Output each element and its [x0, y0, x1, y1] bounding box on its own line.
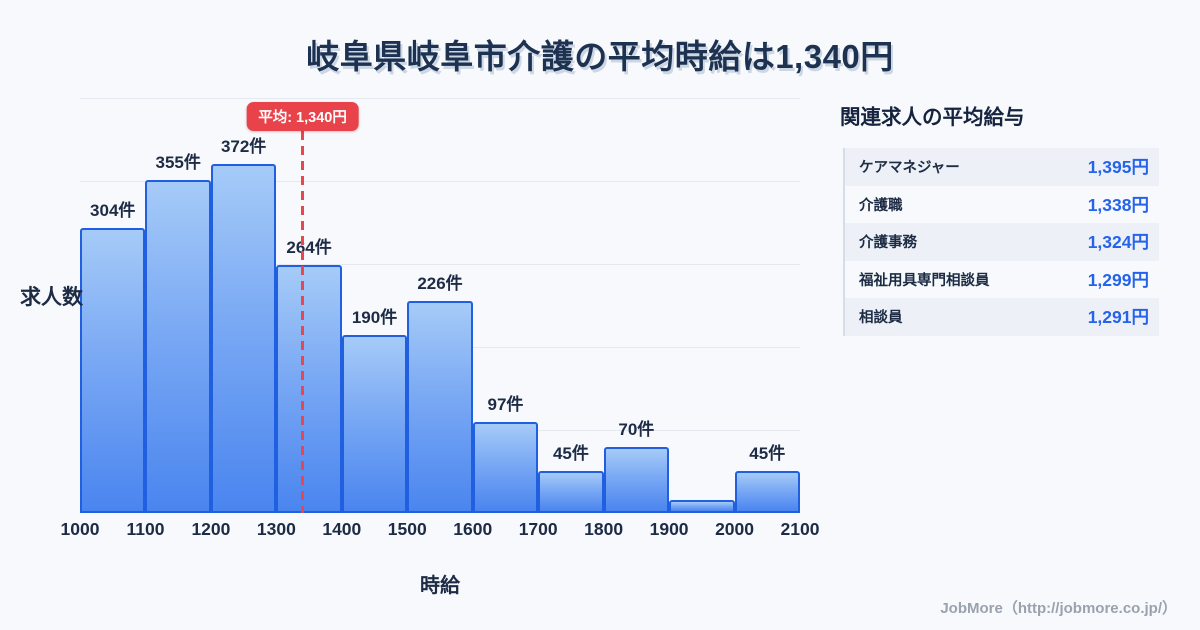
related-job-wage: 1,291円: [1087, 307, 1149, 328]
average-badge: 平均: 1,340円: [246, 102, 359, 131]
related-job-row: 介護事務 1,324円: [845, 223, 1159, 261]
x-tick-label: 1700: [518, 519, 558, 539]
x-tick-label: 1300: [256, 519, 296, 539]
related-job-wage: 1,338円: [1087, 194, 1149, 215]
histogram-bar: [276, 265, 342, 513]
x-tick-label: 1400: [322, 519, 362, 539]
histogram-bar: [669, 499, 735, 513]
histogram-bar: [734, 470, 800, 513]
related-job-name: ケアマネジャー: [859, 160, 960, 177]
bar-value-label: 355件: [155, 152, 201, 172]
x-tick-label: 1200: [191, 519, 231, 539]
histogram-bar: [407, 300, 473, 513]
related-jobs-table: ケアマネジャー 1,395円介護職 1,338円介護事務 1,324円福祉用具専門相談…: [843, 148, 1159, 336]
related-job-wage: 1,395円: [1087, 157, 1149, 178]
histogram-bar: [472, 421, 539, 513]
y-axis-label: 求人数: [20, 286, 83, 309]
x-tick-label: 2100: [780, 519, 820, 539]
gridline: [80, 181, 800, 182]
page-title: 岐阜県岐阜市介護の平均時給は1,340円: [306, 38, 894, 75]
x-tick-label: 2000: [715, 519, 754, 539]
related-job-row: 介護職 1,338円: [845, 186, 1159, 224]
x-tick-label: 1800: [584, 519, 624, 539]
bar-value-label: 45件: [749, 443, 786, 463]
x-axis-ticks: 1000 1100 1200 1300 1400 1500 1600 1700 1800 1900…: [61, 519, 820, 543]
bar-value-label: 226件: [417, 273, 463, 293]
gridline: [80, 98, 800, 99]
histogram-bar: [210, 163, 277, 513]
bar-value-label: 304件: [90, 200, 136, 220]
histogram-bar: [341, 334, 408, 513]
related-job-name: 介護職: [859, 197, 903, 214]
related-job-name: 介護事務: [859, 235, 917, 252]
related-job-wage: 1,324円: [1087, 232, 1149, 253]
related-job-name: 福祉用具専門相談員: [859, 272, 990, 289]
x-tick-label: 1100: [126, 519, 165, 539]
related-job-row: 福祉用具専門相談員 1,299円: [845, 261, 1159, 299]
bar-value-label: 372件: [220, 136, 267, 156]
related-job-name: 相談員: [859, 310, 903, 327]
wage-histogram: 304件 355件 372件 264件 190件 226件 97件 45件 70件 45件 平均: …: [80, 98, 800, 513]
related-job-wage: 1,299円: [1087, 269, 1149, 290]
gridline: [80, 264, 800, 265]
x-tick-label: 1900: [649, 519, 689, 539]
average-line: [301, 131, 305, 513]
bar-value-label: 264件: [286, 238, 332, 258]
related-job-row: 相談員 1,291円: [845, 298, 1159, 336]
histogram-bar: [145, 179, 211, 513]
bar-value-label: 45件: [552, 443, 589, 463]
related-job-row: ケアマネジャー 1,395円: [845, 148, 1159, 186]
histogram-bar: [80, 227, 146, 513]
x-tick-label: 1600: [453, 519, 493, 539]
footer-credit: JobMore（http://jobmore.co.jp/）: [940, 600, 1177, 617]
bar-value-label: 70件: [618, 420, 655, 440]
histogram-bar: [603, 447, 670, 513]
x-axis-label: 時給: [420, 575, 460, 597]
bar-value-label: 97件: [487, 394, 524, 414]
histogram-bar: [538, 470, 604, 513]
x-tick-label: 1500: [387, 519, 427, 539]
related-jobs-heading: 関連求人の平均給与: [840, 106, 1025, 129]
bar-value-label: 190件: [351, 307, 398, 327]
x-tick-label: 1000: [60, 519, 100, 539]
